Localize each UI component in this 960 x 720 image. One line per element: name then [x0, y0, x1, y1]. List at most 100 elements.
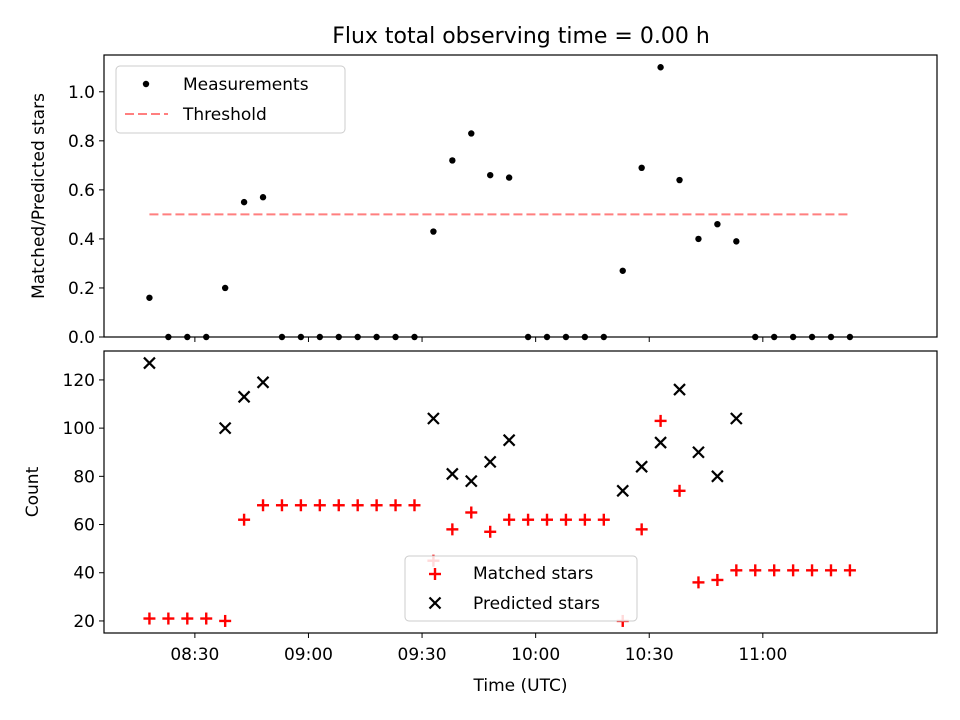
- matched-point: [749, 564, 762, 577]
- bottom-y-tick-label: 120: [63, 371, 95, 391]
- matched-point: [597, 513, 610, 526]
- matched-point: [787, 564, 800, 577]
- predicted-point: [654, 436, 667, 449]
- bottom-x-tick-label: 10:30: [625, 645, 674, 665]
- predicted-point: [692, 445, 705, 459]
- measurement-point: [657, 64, 664, 71]
- predicted-point: [237, 390, 251, 404]
- bottom-y-axis-label: Count: [23, 466, 43, 517]
- matched-point: [313, 499, 326, 512]
- matched-point: [408, 499, 421, 512]
- legend-matched-marker: [429, 568, 441, 580]
- matched-point: [673, 484, 686, 497]
- predicted-point: [143, 356, 156, 370]
- matched-point: [351, 499, 364, 512]
- legend-matched-label: Matched stars: [473, 564, 593, 584]
- predicted-point: [256, 376, 270, 389]
- legend-threshold-label: Threshold: [182, 105, 267, 125]
- matched-point: [559, 513, 572, 526]
- top-y-axis-label: Matched/Predicted stars: [29, 93, 49, 299]
- predicted-point: [483, 455, 497, 469]
- predicted-point: [502, 433, 516, 447]
- top-panel: 0.0 0.2 0.4 0.6 0.8 1.0 Matched/Predicted star…: [29, 54, 938, 348]
- measurement-point: [259, 194, 267, 201]
- top-legend: Measurements Threshold: [115, 65, 346, 134]
- bottom-y-tick-label: 60: [73, 516, 95, 536]
- measurement-point: [468, 130, 475, 137]
- measurement-point: [487, 171, 494, 179]
- legend-measurements-label: Measurements: [183, 75, 309, 95]
- predicted-point-b: [256, 376, 270, 389]
- top-y-tick-label: 0.6: [68, 181, 95, 201]
- predicted-point: [446, 467, 459, 481]
- bottom-y-tick-label: 100: [63, 419, 95, 439]
- measurement-point: [430, 228, 437, 235]
- matched-point: [503, 513, 516, 526]
- matched-point: [522, 513, 535, 526]
- predicted-point: [730, 412, 743, 425]
- measurement-point: [146, 294, 153, 301]
- top-axes-frame: [103, 54, 938, 338]
- bottom-legend: Matched stars Predicted stars: [404, 555, 638, 622]
- measurement-point: [619, 267, 626, 274]
- matched-point: [711, 573, 724, 586]
- bottom-y-tick-label: 40: [73, 564, 95, 584]
- matched-point: [654, 414, 667, 427]
- bottom-x-axis-label: Time (UTC): [473, 676, 568, 696]
- legend-predicted-marker-b: [428, 596, 442, 610]
- measurement-point: [714, 221, 721, 228]
- bottom-x-tick-label: 09:00: [284, 645, 333, 665]
- bottom-x-tick-label: 11:00: [738, 645, 787, 665]
- top-y-tick-label: 0.2: [68, 279, 95, 299]
- matched-point: [294, 499, 307, 512]
- matched-point: [768, 564, 781, 577]
- measurement-point: [240, 198, 248, 206]
- matched-point: [370, 499, 383, 512]
- measurement-point: [695, 235, 702, 243]
- matched-point: [162, 612, 175, 625]
- predicted-point: [427, 412, 440, 425]
- matched-point: [257, 499, 270, 512]
- legend-measurements-marker: [142, 80, 150, 88]
- matched-point: [238, 513, 251, 526]
- measurement-point: [449, 157, 456, 164]
- legend-predicted-marker: [428, 596, 442, 610]
- bottom-x-tick-label: 10:00: [511, 645, 560, 665]
- matched-point: [730, 564, 743, 577]
- predicted-point: [616, 484, 630, 498]
- predicted-point-b: [711, 470, 724, 483]
- predicted-point-b: [616, 484, 630, 498]
- predicted-point: [673, 383, 686, 396]
- predicted-point-b: [654, 436, 667, 449]
- predicted-point-b: [673, 383, 686, 396]
- bottom-y-tick-label: 20: [73, 612, 95, 632]
- measurement-point: [733, 238, 740, 245]
- bottom-panel: 20 40 60 80 100 120 08:30 09:00 09:30 10:00 10:30 1…: [23, 350, 938, 696]
- legend-predicted-label: Predicted stars: [473, 594, 600, 614]
- top-y-tick-label: 0.0: [68, 328, 95, 348]
- predicted-point-b: [464, 474, 478, 488]
- predicted-point-b: [483, 455, 497, 469]
- top-y-tick-label: 0.8: [68, 132, 95, 152]
- matched-point: [219, 614, 232, 627]
- matched-point: [275, 499, 288, 512]
- predicted-point-b: [635, 460, 648, 473]
- matched-point: [692, 576, 705, 589]
- top-legend-box: [115, 65, 346, 134]
- matched-point: [843, 564, 856, 577]
- matched-point: [578, 513, 591, 526]
- predicted-point-b: [730, 412, 743, 425]
- bottom-legend-box: [404, 555, 638, 622]
- matched-point: [541, 513, 554, 526]
- predicted-point-b: [237, 390, 251, 404]
- predicted-point-b: [218, 421, 232, 435]
- matched-point: [181, 612, 194, 625]
- bottom-y-tick-label: 80: [73, 467, 95, 487]
- matched-point: [332, 499, 345, 512]
- predicted-point-b: [427, 412, 440, 425]
- matched-point: [465, 506, 478, 519]
- bottom-x-tick-label: 09:30: [398, 645, 447, 665]
- bottom-axes-frame: [103, 350, 938, 634]
- matched-point: [389, 499, 402, 512]
- matched-point: [143, 612, 156, 625]
